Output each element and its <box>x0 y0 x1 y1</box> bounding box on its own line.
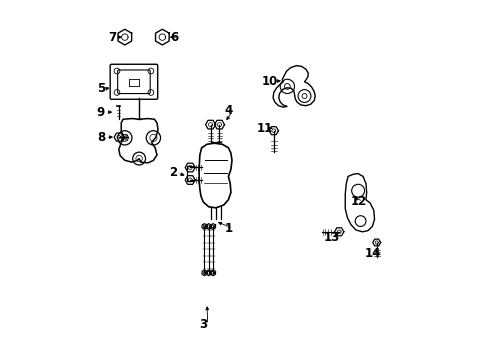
Text: 14: 14 <box>364 247 381 260</box>
Text: 3: 3 <box>199 318 207 331</box>
Text: 9: 9 <box>97 105 105 119</box>
Text: 1: 1 <box>224 222 232 235</box>
Text: 10: 10 <box>261 75 277 88</box>
Text: 11: 11 <box>256 122 272 135</box>
Text: 5: 5 <box>97 82 105 95</box>
Text: 4: 4 <box>224 104 232 117</box>
Text: 13: 13 <box>323 231 340 244</box>
Text: 6: 6 <box>170 31 179 44</box>
Text: 2: 2 <box>169 166 177 179</box>
Text: 12: 12 <box>350 195 366 208</box>
Text: 8: 8 <box>97 131 105 144</box>
Text: 7: 7 <box>108 31 116 44</box>
